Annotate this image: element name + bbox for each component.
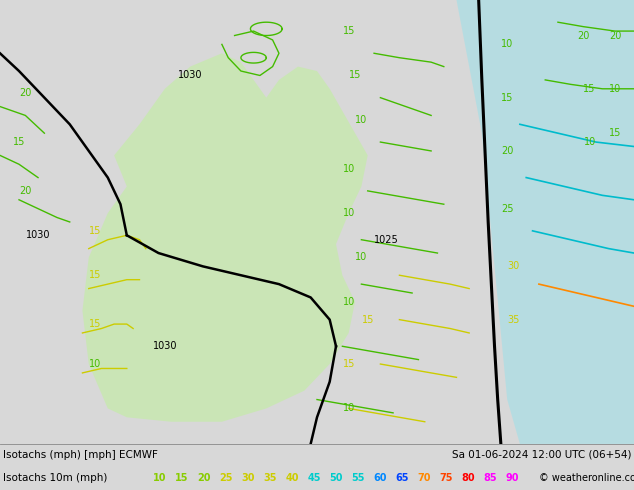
Text: 1025: 1025 (374, 235, 399, 245)
Text: 15: 15 (583, 84, 596, 94)
Text: 20: 20 (609, 30, 621, 41)
Text: 15: 15 (89, 270, 101, 280)
Text: 10: 10 (342, 297, 355, 307)
Polygon shape (456, 0, 634, 444)
Text: 10: 10 (342, 164, 355, 173)
Text: 10: 10 (342, 208, 355, 218)
Text: 10: 10 (609, 84, 621, 94)
Text: 15: 15 (175, 473, 189, 483)
Text: 85: 85 (483, 473, 497, 483)
Text: 30: 30 (507, 261, 520, 271)
Text: 15: 15 (342, 26, 355, 36)
Text: Isotachs (mph) [mph] ECMWF: Isotachs (mph) [mph] ECMWF (3, 450, 158, 460)
Text: 10: 10 (355, 115, 368, 125)
Text: 35: 35 (507, 315, 520, 325)
Text: Isotachs 10m (mph): Isotachs 10m (mph) (3, 473, 107, 483)
Text: 15: 15 (13, 137, 25, 147)
Text: 1030: 1030 (153, 341, 177, 351)
Text: 20: 20 (501, 146, 514, 156)
Text: 30: 30 (242, 473, 255, 483)
Text: 10: 10 (153, 473, 167, 483)
Text: Sa 01-06-2024 12:00 UTC (06+54): Sa 01-06-2024 12:00 UTC (06+54) (451, 450, 631, 460)
Text: 10: 10 (355, 252, 368, 263)
Text: 25: 25 (219, 473, 233, 483)
Text: 80: 80 (461, 473, 475, 483)
Text: 20: 20 (197, 473, 210, 483)
Text: 20: 20 (19, 88, 32, 98)
Text: 25: 25 (501, 204, 514, 214)
Polygon shape (82, 53, 368, 422)
Text: 50: 50 (329, 473, 343, 483)
Text: 1030: 1030 (26, 230, 50, 240)
Text: 75: 75 (439, 473, 453, 483)
Text: 15: 15 (89, 319, 101, 329)
Text: 15: 15 (342, 359, 355, 369)
Text: 15: 15 (349, 71, 361, 80)
Text: 15: 15 (361, 315, 374, 325)
Text: 15: 15 (501, 93, 514, 103)
Text: 20: 20 (19, 186, 32, 196)
Text: 35: 35 (263, 473, 277, 483)
Text: 65: 65 (395, 473, 409, 483)
Text: 40: 40 (285, 473, 299, 483)
Text: 55: 55 (351, 473, 365, 483)
Text: 60: 60 (373, 473, 387, 483)
Text: 10: 10 (89, 359, 101, 369)
Text: 15: 15 (609, 128, 621, 138)
Text: 10: 10 (583, 137, 596, 147)
Text: 70: 70 (417, 473, 430, 483)
Text: 45: 45 (307, 473, 321, 483)
Text: © weatheronline.co.uk weatheronline.co.uk: © weatheronline.co.uk weatheronline.co.u… (539, 473, 634, 483)
Text: 1030: 1030 (178, 71, 202, 80)
Text: 10: 10 (501, 39, 514, 49)
Text: 10: 10 (342, 403, 355, 414)
Text: 90: 90 (505, 473, 519, 483)
Text: 20: 20 (577, 30, 590, 41)
Text: 15: 15 (89, 226, 101, 236)
